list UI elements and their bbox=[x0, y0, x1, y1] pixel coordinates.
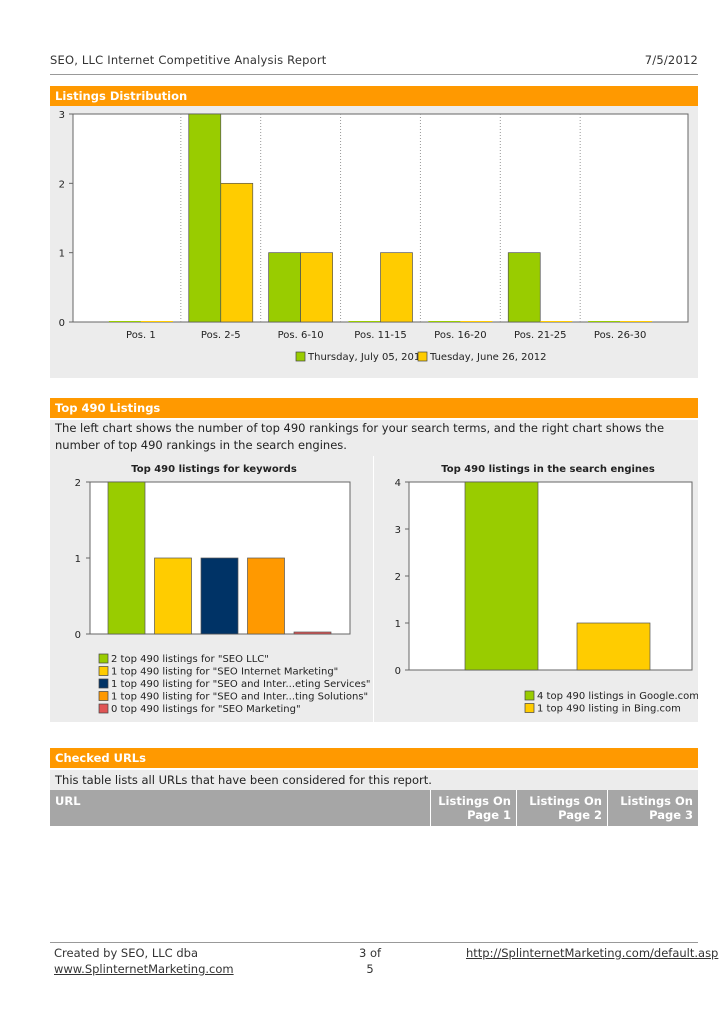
legend-label: 4 top 490 listings in Google.com bbox=[537, 691, 698, 702]
legend-swatch bbox=[295, 351, 306, 362]
legend-swatch bbox=[417, 351, 428, 362]
checked-urls-description: This table lists all URLs that have been… bbox=[50, 770, 698, 790]
y-tick-label: 2 bbox=[75, 478, 81, 489]
report-header: SEO, LLC Internet Competitive Analysis R… bbox=[50, 53, 698, 67]
bar bbox=[188, 113, 222, 323]
y-tick-label: 1 bbox=[59, 249, 65, 260]
y-tick-label: 2 bbox=[59, 179, 65, 190]
chart-title: Top 490 listings in the search engines bbox=[441, 464, 655, 475]
legend-swatch bbox=[98, 653, 109, 664]
legend-swatch bbox=[98, 691, 109, 701]
bar bbox=[293, 631, 332, 635]
footer-right: http://SplinternetMarketing.com/default.… bbox=[466, 945, 718, 961]
col-page1-label-a: Listings On bbox=[438, 794, 511, 808]
footer-left: Created by SEO, LLC dba www.SplinternetM… bbox=[54, 945, 234, 977]
table-header-page3: Listings On Page 3 bbox=[608, 790, 698, 826]
section-title-top-listings: Top 490 Listings bbox=[50, 398, 698, 418]
bar bbox=[200, 557, 239, 635]
y-tick-label: 0 bbox=[395, 666, 401, 677]
legend-label: 1 top 490 listing for "SEO Internet Mark… bbox=[111, 667, 338, 678]
distribution-chart: 0 1 2 3 Pos. 1 Pos. 2-5 Pos. 6-10 Pos. 11-15 Pos… bbox=[59, 110, 689, 363]
x-tick-label: Pos. 11-15 bbox=[354, 330, 406, 341]
x-tick-label: Pos. 21-25 bbox=[514, 330, 566, 341]
bar bbox=[107, 481, 146, 635]
bar bbox=[460, 321, 493, 322]
legend-swatch bbox=[98, 703, 109, 714]
footer-site-link[interactable]: www.SplinternetMarketing.com bbox=[54, 962, 234, 976]
keywords-chart: Top 490 listings for keywords 0 1 2 2 top 49… bbox=[75, 464, 371, 715]
bar bbox=[464, 481, 539, 671]
legend-swatch bbox=[524, 703, 535, 713]
col-url-label: URL bbox=[55, 794, 81, 808]
col-page2-label-a: Listings On bbox=[529, 794, 602, 808]
col-page3-label-b: Page 3 bbox=[649, 808, 693, 822]
legend-label: 0 top 490 listings for "SEO Marketing" bbox=[111, 704, 301, 715]
legend-label: 1 top 490 listing for "SEO and Inter...t… bbox=[111, 692, 368, 703]
col-page1-label-b: Page 1 bbox=[467, 808, 511, 822]
y-tick-label: 0 bbox=[59, 318, 65, 329]
footer-page-number: 3 of 5 bbox=[350, 945, 390, 977]
x-tick-label: Pos. 16-20 bbox=[434, 330, 486, 341]
bar bbox=[348, 321, 381, 322]
bar bbox=[507, 252, 541, 323]
legend-label: Tuesday, June 26, 2012 bbox=[429, 352, 547, 363]
footer-credit: Created by SEO, LLC dba bbox=[54, 946, 199, 960]
bar bbox=[300, 252, 333, 323]
table-header-url: URL bbox=[50, 790, 430, 826]
y-tick-label: 2 bbox=[395, 572, 401, 583]
col-page2-label-b: Page 2 bbox=[558, 808, 602, 822]
report-title: SEO, LLC Internet Competitive Analysis R… bbox=[50, 53, 327, 67]
top-listings-panel: Top 490 listings for keywords 0 1 2 2 top 49… bbox=[50, 456, 698, 722]
chart-divider bbox=[373, 456, 374, 722]
bar bbox=[140, 321, 173, 322]
table-header-page2: Listings On Page 2 bbox=[517, 790, 607, 826]
bar bbox=[154, 557, 192, 635]
bar bbox=[220, 182, 254, 323]
bar bbox=[540, 321, 573, 322]
legend-label: 1 top 490 listing in Bing.com bbox=[537, 704, 681, 715]
bar bbox=[268, 252, 301, 323]
section-title-checked-urls: Checked URLs bbox=[50, 748, 698, 768]
footer-url-link[interactable]: http://SplinternetMarketing.com/default.… bbox=[466, 946, 719, 960]
y-tick-label: 3 bbox=[59, 110, 65, 121]
y-tick-label: 4 bbox=[395, 478, 401, 489]
legend-label: 2 top 490 listings for "SEO LLC" bbox=[111, 654, 269, 665]
legend-label: 1 top 490 listing for "SEO and Inter...e… bbox=[111, 679, 371, 690]
report-date: 7/5/2012 bbox=[644, 53, 698, 67]
chart-title: Top 490 listings for keywords bbox=[131, 464, 297, 475]
table-header-page1: Listings On Page 1 bbox=[431, 790, 516, 826]
section-title-distribution: Listings Distribution bbox=[50, 86, 698, 106]
engines-chart: Top 490 listings in the search engines 0 1… bbox=[395, 464, 698, 715]
legend-label: Thursday, July 05, 2012 bbox=[307, 352, 427, 363]
bar bbox=[620, 321, 653, 322]
col-page3-label-a: Listings On bbox=[620, 794, 693, 808]
y-tick-label: 1 bbox=[75, 554, 81, 565]
y-tick-label: 3 bbox=[395, 525, 401, 536]
bar bbox=[247, 557, 285, 635]
top-listings-description: The left chart shows the number of top 4… bbox=[50, 420, 698, 456]
footer-divider bbox=[50, 942, 698, 943]
bar bbox=[428, 321, 461, 322]
legend-swatch bbox=[98, 666, 109, 676]
header-divider bbox=[50, 74, 698, 75]
bar bbox=[380, 252, 413, 323]
x-tick-label: Pos. 6-10 bbox=[278, 330, 324, 341]
bar bbox=[588, 321, 621, 322]
y-tick-label: 0 bbox=[75, 630, 81, 641]
legend-swatch bbox=[524, 690, 535, 701]
x-tick-label: Pos. 26-30 bbox=[594, 330, 646, 341]
legend-swatch bbox=[98, 678, 109, 689]
distribution-panel: 0 1 2 3 Pos. 1 Pos. 2-5 Pos. 6-10 Pos. 11-15 Pos… bbox=[50, 106, 698, 378]
bar bbox=[576, 622, 651, 671]
x-tick-label: Pos. 2-5 bbox=[201, 330, 241, 341]
x-tick-label: Pos. 1 bbox=[126, 330, 156, 341]
y-tick-label: 1 bbox=[395, 619, 401, 630]
page-total: 5 bbox=[366, 962, 374, 976]
page-of: 3 of bbox=[358, 946, 382, 960]
bar bbox=[108, 321, 141, 322]
